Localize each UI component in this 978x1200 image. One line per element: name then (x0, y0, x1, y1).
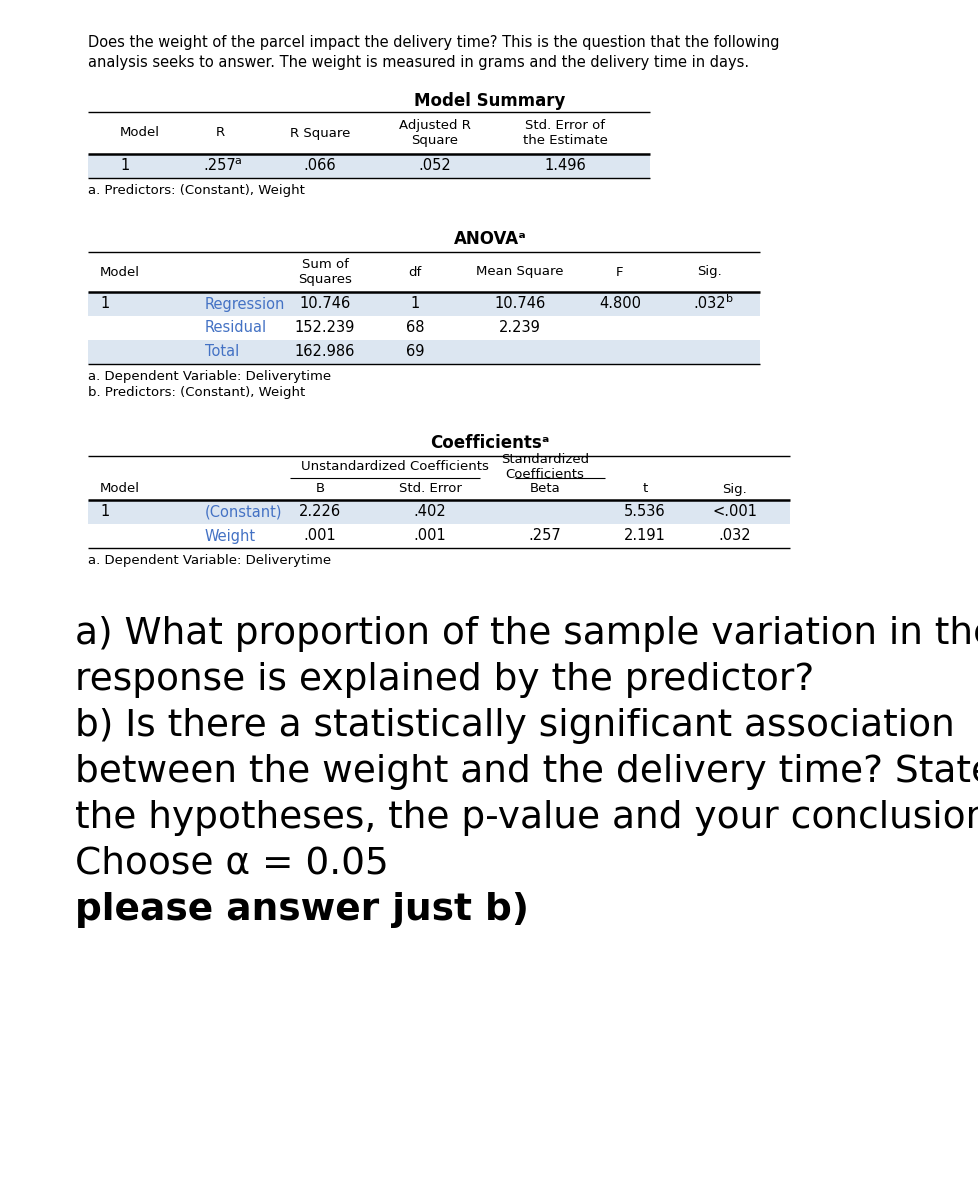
Text: .052: .052 (419, 158, 451, 174)
Text: Adjusted R
Square: Adjusted R Square (399, 119, 470, 146)
Text: 2.191: 2.191 (623, 528, 665, 544)
Text: (Constant): (Constant) (204, 504, 283, 520)
Bar (88, 500, 789, 524)
Text: Regression: Regression (204, 296, 285, 312)
Text: 68: 68 (405, 320, 423, 336)
Text: F: F (615, 265, 623, 278)
Text: Residual: Residual (204, 320, 267, 336)
Text: a) What proportion of the sample variation in the: a) What proportion of the sample variati… (75, 616, 978, 652)
Text: please answer just b): please answer just b) (75, 892, 528, 928)
Text: 1: 1 (100, 296, 110, 312)
Text: ANOVAᵃ: ANOVAᵃ (453, 230, 526, 248)
Text: 162.986: 162.986 (294, 344, 355, 360)
Text: 2.226: 2.226 (298, 504, 340, 520)
Bar (88, 524, 789, 548)
Text: Beta: Beta (529, 482, 559, 496)
Text: 10.746: 10.746 (299, 296, 350, 312)
Text: .001: .001 (303, 528, 336, 544)
Bar (88, 340, 759, 364)
Text: B: B (315, 482, 325, 496)
Text: .257: .257 (203, 158, 236, 174)
Text: Model: Model (100, 265, 140, 278)
Text: b. Predictors: (Constant), Weight: b. Predictors: (Constant), Weight (88, 386, 305, 398)
Text: <.001: <.001 (712, 504, 757, 520)
Text: 1: 1 (120, 158, 129, 174)
Text: .032: .032 (693, 296, 726, 312)
Text: Coefficientsᵃ: Coefficientsᵃ (430, 434, 549, 452)
Text: Weight: Weight (204, 528, 256, 544)
Text: Total: Total (204, 344, 239, 360)
Text: the hypotheses, the p-value and your conclusion.: the hypotheses, the p-value and your con… (75, 800, 978, 836)
Text: Standardized
Coefficients: Standardized Coefficients (501, 452, 589, 481)
Text: .032: .032 (718, 528, 750, 544)
Text: 1.496: 1.496 (544, 158, 585, 174)
Text: Model: Model (120, 126, 159, 139)
Bar (88, 154, 649, 178)
Text: Choose α = 0.05: Choose α = 0.05 (75, 846, 388, 882)
Text: a: a (234, 156, 241, 166)
Text: Std. Error: Std. Error (398, 482, 461, 496)
Text: Std. Error of
the Estimate: Std. Error of the Estimate (522, 119, 606, 146)
Text: 152.239: 152.239 (294, 320, 355, 336)
Text: .066: .066 (303, 158, 336, 174)
Bar (88, 292, 759, 316)
Text: between the weight and the delivery time? State: between the weight and the delivery time… (75, 754, 978, 790)
Text: a. Predictors: (Constant), Weight: a. Predictors: (Constant), Weight (88, 184, 304, 197)
Text: b) Is there a statistically significant association: b) Is there a statistically significant … (75, 708, 954, 744)
Text: analysis seeks to answer. The weight is measured in grams and the delivery time : analysis seeks to answer. The weight is … (88, 55, 748, 70)
Text: 10.746: 10.746 (494, 296, 545, 312)
Text: .001: .001 (413, 528, 446, 544)
Text: response is explained by the predictor?: response is explained by the predictor? (75, 662, 814, 698)
Text: Model Summary: Model Summary (414, 92, 565, 110)
Text: Unstandardized Coefficients: Unstandardized Coefficients (301, 461, 488, 474)
Text: Sig.: Sig. (722, 482, 746, 496)
Text: Mean Square: Mean Square (475, 265, 563, 278)
Text: 5.536: 5.536 (624, 504, 665, 520)
Text: .257: .257 (528, 528, 560, 544)
Text: t: t (642, 482, 647, 496)
Text: R Square: R Square (289, 126, 350, 139)
Text: df: df (408, 265, 422, 278)
Text: a. Dependent Variable: Deliverytime: a. Dependent Variable: Deliverytime (88, 554, 331, 566)
Text: 1: 1 (410, 296, 420, 312)
Text: 2.239: 2.239 (499, 320, 541, 336)
Text: Model: Model (100, 482, 140, 496)
Text: 69: 69 (405, 344, 423, 360)
Text: b: b (726, 294, 733, 304)
Text: Sig.: Sig. (697, 265, 722, 278)
Text: R: R (215, 126, 224, 139)
Text: 4.800: 4.800 (599, 296, 641, 312)
Text: a. Dependent Variable: Deliverytime: a. Dependent Variable: Deliverytime (88, 370, 331, 383)
Text: Does the weight of the parcel impact the delivery time? This is the question tha: Does the weight of the parcel impact the… (88, 35, 778, 50)
Text: 1: 1 (100, 504, 110, 520)
Text: Sum of
Squares: Sum of Squares (297, 258, 351, 286)
Text: .402: .402 (413, 504, 446, 520)
Bar (88, 316, 759, 340)
